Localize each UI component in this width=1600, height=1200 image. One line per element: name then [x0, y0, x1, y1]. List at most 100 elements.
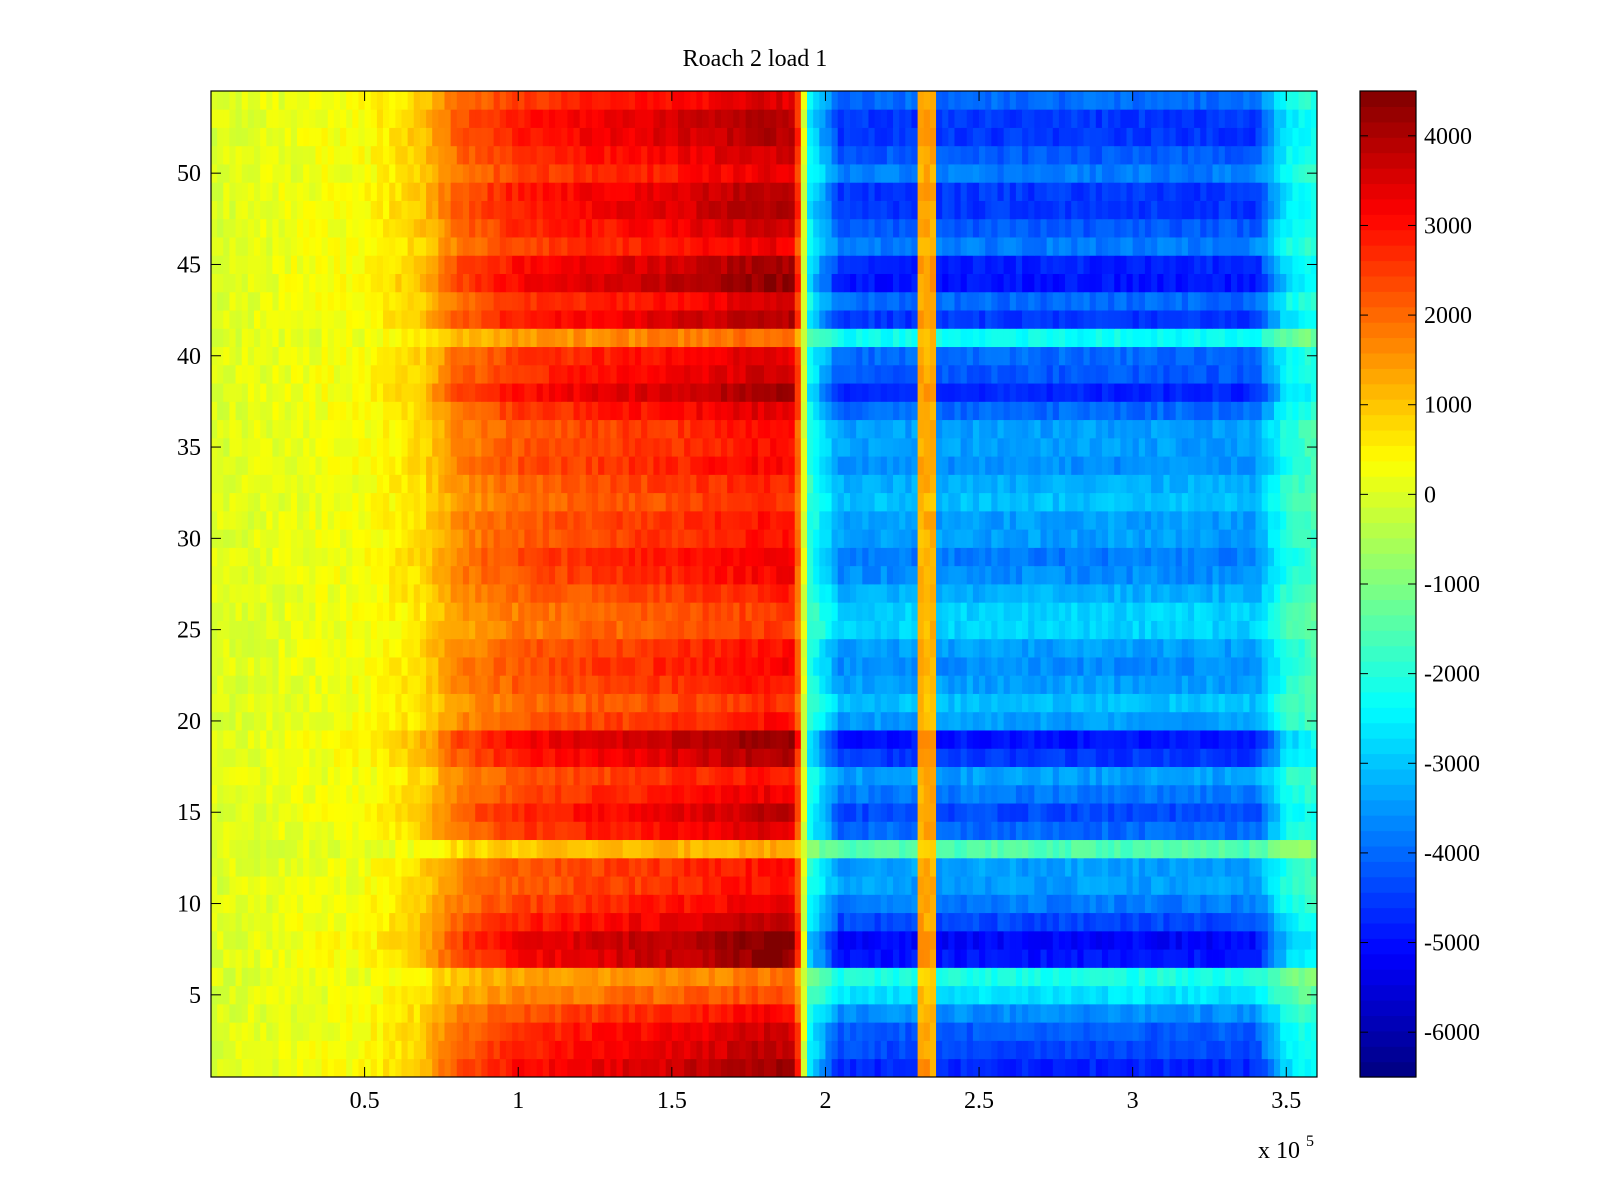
heatmap-cell — [764, 748, 771, 767]
heatmap-cell — [1089, 894, 1097, 914]
heatmap-cell — [1034, 930, 1041, 950]
heatmap-cell — [389, 784, 396, 804]
heatmap-cell — [1286, 1040, 1293, 1060]
heatmap-cell — [960, 766, 968, 786]
heatmap-cell — [911, 857, 919, 877]
heatmap-cell — [690, 711, 697, 731]
heatmap-cell — [1151, 766, 1158, 786]
heatmap-cell — [1255, 657, 1263, 676]
heatmap-cell — [886, 839, 894, 859]
heatmap-cell — [1169, 730, 1177, 749]
heatmap-cell — [413, 711, 421, 731]
heatmap-cell — [634, 967, 642, 987]
heatmap-cell — [297, 821, 304, 841]
heatmap-cell — [284, 565, 292, 585]
heatmap-cell — [376, 930, 384, 950]
heatmap-cell — [1298, 620, 1306, 640]
heatmap-cell — [733, 912, 740, 932]
heatmap-cell — [1071, 985, 1078, 1005]
heatmap-cell — [1151, 711, 1158, 731]
heatmap-cell — [395, 949, 402, 968]
heatmap-cell — [591, 894, 599, 914]
heatmap-cell — [573, 711, 581, 731]
heatmap-cell — [1101, 620, 1109, 640]
heatmap-cell — [1237, 638, 1244, 658]
heatmap-cell — [327, 894, 335, 914]
heatmap-cell — [671, 1040, 679, 1060]
heatmap-cell — [321, 711, 329, 731]
heatmap-cell — [696, 949, 703, 968]
heatmap-cell — [1151, 693, 1158, 713]
heatmap-cell — [444, 967, 452, 987]
heatmap-cell — [297, 985, 304, 1005]
heatmap-cell — [493, 1003, 501, 1023]
heatmap-cell — [505, 657, 513, 676]
heatmap-cell — [936, 766, 943, 786]
heatmap-cell — [536, 565, 544, 585]
heatmap-cell — [856, 565, 863, 585]
heatmap-cell — [315, 620, 322, 640]
heatmap-cell — [610, 857, 617, 877]
heatmap-cell — [524, 1058, 531, 1078]
heatmap-cell — [1052, 1040, 1060, 1060]
heatmap-cell — [1267, 803, 1275, 822]
heatmap-cell — [948, 766, 955, 786]
heatmap-cell — [1181, 821, 1189, 841]
heatmap-cell — [634, 711, 642, 731]
heatmap-cell — [426, 894, 433, 914]
heatmap-cell — [1015, 620, 1023, 640]
heatmap-cell — [1230, 839, 1238, 859]
heatmap-cell — [616, 949, 624, 968]
heatmap-cell — [929, 949, 937, 968]
heatmap-cell — [647, 711, 654, 731]
heatmap-cell — [1151, 584, 1158, 603]
heatmap-cell — [1077, 784, 1084, 804]
heatmap-cell — [733, 711, 740, 731]
heatmap-cell — [284, 912, 292, 932]
heatmap-cell — [1237, 1058, 1244, 1078]
heatmap-cell — [432, 930, 439, 950]
heatmap-cell — [782, 1058, 789, 1078]
heatmap-cell — [1292, 949, 1299, 968]
heatmap-cell — [1187, 912, 1195, 932]
heatmap-cell — [450, 748, 458, 767]
heatmap-cell — [647, 675, 654, 694]
heatmap-cell — [1206, 638, 1213, 658]
heatmap-cell — [794, 620, 802, 640]
heatmap-cell — [1273, 821, 1281, 841]
heatmap-cell — [979, 602, 986, 621]
heatmap-cell — [610, 821, 617, 841]
heatmap-cell — [1052, 912, 1060, 932]
heatmap-cell — [1267, 839, 1275, 859]
heatmap-cell — [641, 949, 648, 968]
heatmap-cell — [1218, 766, 1226, 786]
heatmap-cell — [395, 638, 402, 658]
heatmap-cell — [960, 1022, 968, 1041]
heatmap-cell — [321, 821, 329, 841]
heatmap-cell — [696, 803, 703, 822]
heatmap-cell — [567, 602, 574, 621]
heatmap-cell — [653, 711, 660, 731]
heatmap-cell — [800, 803, 808, 822]
heatmap-cell — [450, 620, 458, 640]
heatmap-cell — [923, 784, 931, 804]
heatmap-cell — [825, 985, 832, 1005]
heatmap-cell — [284, 930, 292, 950]
heatmap-cell — [1095, 602, 1103, 621]
heatmap-cell — [1255, 1003, 1263, 1023]
heatmap-cell — [1224, 821, 1232, 841]
heatmap-cell — [684, 784, 691, 804]
heatmap-cell — [272, 711, 279, 731]
heatmap-cell — [966, 967, 974, 987]
heatmap-cell — [475, 602, 482, 621]
heatmap-cell — [1009, 821, 1017, 841]
heatmap-cell — [229, 748, 236, 767]
heatmap-cell — [1292, 657, 1299, 676]
heatmap-cell — [1083, 967, 1091, 987]
heatmap-cell — [886, 1040, 894, 1060]
heatmap-cell — [874, 912, 882, 932]
heatmap-cell — [770, 876, 777, 895]
heatmap-cell — [1052, 967, 1060, 987]
heatmap-cell — [303, 638, 310, 658]
heatmap-cell — [720, 839, 728, 859]
